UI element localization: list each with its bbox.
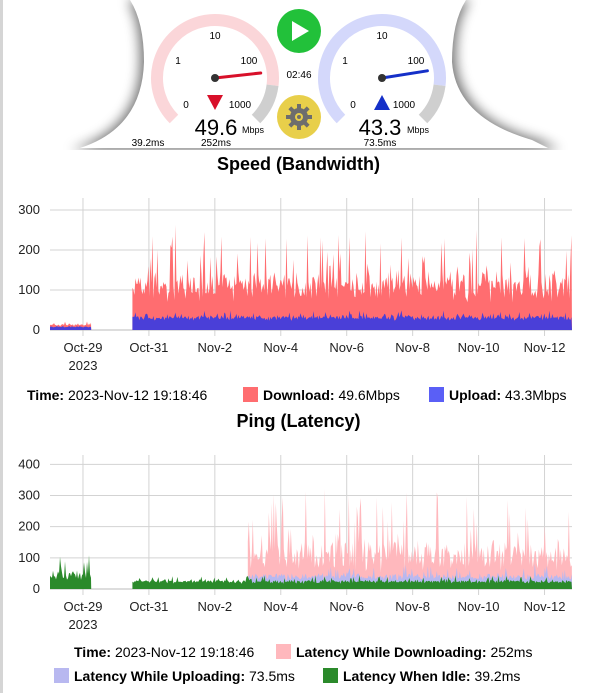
speed-y-tick-label: 100 [18, 282, 40, 297]
download-gauge-track [251, 84, 279, 124]
legend-latency-downloading[interactable]: Latency While Downloading: 252ms [276, 644, 532, 660]
speed-time-value: 2023-Nov-12 19:18:46 [67, 387, 208, 403]
speed-x-tick-label: Nov-2 [197, 340, 232, 355]
ping-time-value: 2023-Nov-12 19:18:46 [114, 644, 255, 660]
download-scale-10: 10 [209, 31, 221, 42]
legend-download-label: Download: [263, 387, 335, 403]
play-icon [292, 21, 309, 41]
legend-latency-idle-value: 39.2ms [474, 668, 521, 684]
upload-scale-100: 100 [408, 56, 425, 67]
ping-y-tick-label: 0 [33, 581, 40, 596]
legend-latency-downloading-value: 252ms [490, 644, 533, 660]
ping-x-tick-label: Nov-6 [329, 599, 364, 614]
download-needle [213, 71, 263, 80]
speed-x-tick-label: Nov-4 [263, 340, 298, 355]
legend-upload[interactable]: Upload: 43.3Mbps [429, 387, 566, 403]
legend-latency-downloading-label: Latency While Downloading: [296, 644, 487, 660]
upload-swatch [429, 387, 444, 402]
download-scale-1000: 1000 [229, 100, 252, 111]
upload-scale-1000: 1000 [393, 100, 416, 111]
speed-x-tick-label: Nov-6 [329, 340, 364, 355]
legend-latency-uploading-value: 73.5ms [249, 668, 295, 684]
speed-series-download-area [132, 224, 572, 330]
speed-y-tick-label: 300 [18, 202, 40, 217]
test-timer: 02:46 [286, 70, 311, 81]
download-speed-value: 49.6 [195, 115, 238, 140]
upload-scale-0: 0 [350, 100, 356, 111]
speed-y-tick-label: 200 [18, 242, 40, 257]
speed-time-readout: Time: 2023-Nov-12 19:18:46 [27, 387, 207, 403]
ping-x-tick-label: Nov-8 [395, 599, 430, 614]
download-swatch [243, 387, 258, 402]
upload-needle-hub [378, 74, 386, 82]
ping-x-tick-label: Nov-2 [197, 599, 232, 614]
legend-latency-uploading[interactable]: Latency While Uploading: 73.5ms [54, 668, 295, 684]
speed-x-tick-label: Nov-12 [524, 340, 566, 355]
legend-latency-idle-label: Latency When Idle: [343, 668, 471, 684]
speed-time-label: Time: [27, 387, 65, 403]
speed-x-tick-label: Nov-8 [395, 340, 430, 355]
ping-series-latency-while-downloading-area [247, 489, 572, 589]
upload-speed-value: 43.3 [359, 115, 402, 140]
ping-x-tick-label: Oct-29 [63, 599, 102, 614]
ping-x-tick-label: Nov-12 [524, 599, 566, 614]
speed-x-tick-label: Nov-10 [458, 340, 500, 355]
gauge-panel: 0 1 10 100 1000 49.6 Mbps 252ms 39.2ms 0… [70, 0, 560, 150]
upload-scale-1: 1 [342, 56, 348, 67]
ping-x-tick-label: Nov-4 [263, 599, 298, 614]
upload-latency-value: 73.5ms [364, 138, 397, 149]
speed-x-tick-label: Oct-31 [129, 340, 168, 355]
latency-uploading-swatch [54, 668, 69, 683]
upload-gauge: 0 1 10 100 1000 43.3 Mbps 73.5ms [318, 14, 446, 149]
legend-download[interactable]: Download: 49.6Mbps [243, 387, 400, 403]
legend-upload-value: 43.3Mbps [505, 387, 567, 403]
download-gauge: 0 1 10 100 1000 49.6 Mbps 252ms 39.2ms [132, 14, 279, 149]
download-gauge-arc [151, 14, 279, 124]
download-scale-100: 100 [241, 56, 258, 67]
gear-icon [286, 104, 312, 130]
speed-series-upload-area [132, 310, 572, 330]
latency-idle-swatch [323, 668, 338, 683]
speed-x-tick-sublabel: 2023 [69, 358, 98, 373]
download-speed-unit: Mbps [242, 125, 265, 135]
window-edge [0, 0, 3, 693]
download-scale-1: 1 [175, 56, 181, 67]
speed-series-upload-area [50, 325, 92, 330]
ping-chart[interactable]: 0 100 200 300 400 Oct-29 2023 Oct-31 Nov-2 Nov-4 N… [0, 450, 597, 640]
ping-series-latency-when-idle-area [132, 574, 572, 589]
latency-downloading-swatch [276, 644, 291, 659]
upload-arrow-icon [374, 95, 390, 110]
ping-time-label: Time: [74, 644, 112, 660]
legend-latency-uploading-label: Latency While Uploading: [74, 668, 246, 684]
ping-y-tick-label: 400 [18, 456, 40, 471]
ping-x-tick-label: Nov-10 [458, 599, 500, 614]
ping-y-tick-label: 200 [18, 519, 40, 534]
download-scale-0: 0 [183, 100, 189, 111]
download-latency-value: 252ms [201, 138, 231, 149]
upload-scale-10: 10 [376, 31, 388, 42]
ping-time-readout: Time: 2023-Nov-12 19:18:46 [74, 644, 254, 660]
upload-needle [380, 69, 429, 80]
ping-x-tick-label: Oct-31 [129, 599, 168, 614]
settings-button[interactable] [277, 95, 321, 139]
ping-title: Ping (Latency) [236, 411, 361, 431]
upload-speed-unit: Mbps [407, 125, 430, 135]
legend-upload-label: Upload: [449, 387, 502, 403]
legend-latency-idle[interactable]: Latency When Idle: 39.2ms [323, 668, 520, 684]
speed-chart[interactable]: 0 100 200 300 Oct-29 2023 Oct-31 Nov-2 Nov-4 Nov-… [0, 180, 597, 380]
idle-latency-value: 39.2ms [132, 138, 165, 149]
speed-title: Speed (Bandwidth) [217, 154, 380, 174]
ping-y-tick-label: 100 [18, 550, 40, 565]
download-arrow-icon [207, 95, 223, 110]
ping-x-tick-sublabel: 2023 [69, 617, 98, 632]
upload-gauge-track [418, 84, 446, 124]
ping-series-latency-when-idle-area [50, 555, 92, 589]
speed-y-tick-label: 0 [33, 322, 40, 337]
speed-x-tick-label: Oct-29 [63, 340, 102, 355]
ping-y-tick-label: 300 [18, 488, 40, 503]
play-button[interactable] [277, 9, 321, 53]
legend-download-value: 49.6Mbps [338, 387, 400, 403]
upload-gauge-arc [318, 14, 446, 124]
download-needle-hub [211, 74, 219, 82]
